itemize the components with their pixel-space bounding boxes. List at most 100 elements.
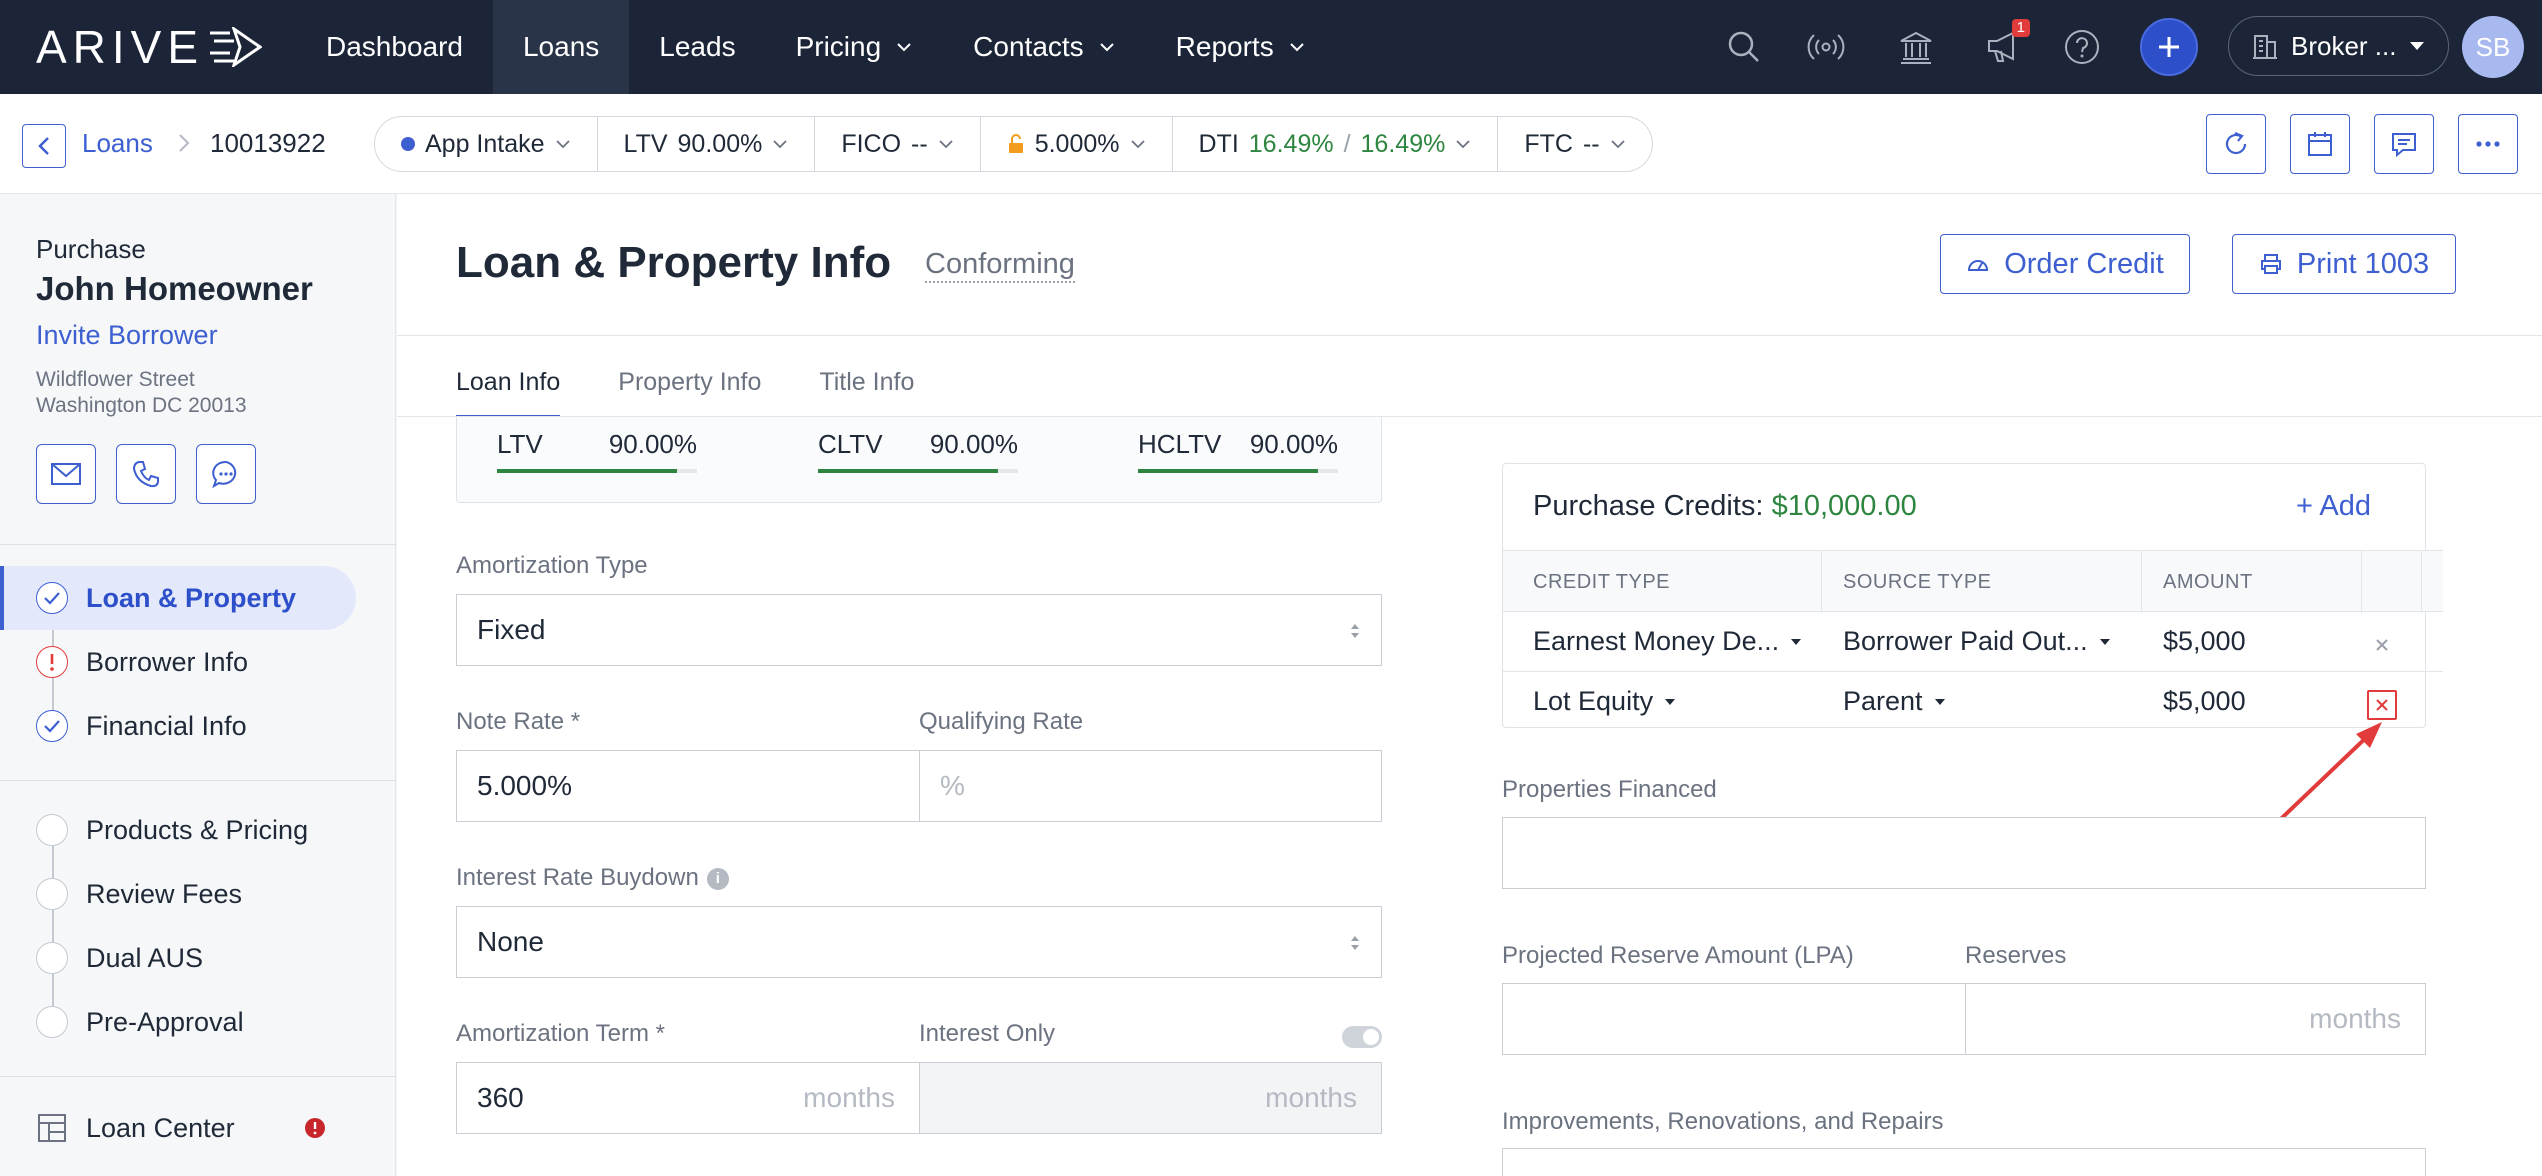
email-button[interactable]	[36, 444, 96, 504]
print-1003-button[interactable]: Print 1003	[2232, 234, 2456, 294]
refresh-button[interactable]	[2206, 114, 2266, 174]
announcement-icon[interactable]: 1	[1984, 19, 2030, 67]
delete-row-button[interactable]	[2367, 630, 2397, 660]
back-button[interactable]	[22, 124, 66, 168]
comments-button[interactable]	[2374, 114, 2434, 174]
nav-leads[interactable]: Leads	[629, 0, 765, 94]
step-products-pricing[interactable]: Products & Pricing	[0, 798, 356, 862]
empty-circle-icon	[36, 814, 68, 846]
bank-icon[interactable]	[1896, 27, 1936, 67]
tab-loan-info[interactable]: Loan Info	[456, 368, 561, 418]
chat-button[interactable]	[196, 444, 256, 504]
stage-value: App Intake	[425, 129, 545, 158]
nav-dashboard[interactable]: Dashboard	[296, 0, 493, 94]
stage-pill[interactable]: App Intake	[375, 117, 598, 171]
step-loan-property[interactable]: Loan & Property	[0, 566, 356, 630]
building-icon	[2253, 35, 2277, 59]
credit-amount[interactable]: $5,000	[2163, 686, 2246, 716]
delete-row-button-highlighted[interactable]	[2367, 690, 2397, 720]
source-type-dropdown[interactable]: Parent	[1843, 686, 1947, 717]
search-icon[interactable]	[1724, 27, 1764, 67]
empty-circle-icon	[36, 1006, 68, 1038]
sidebar-divider	[0, 1076, 396, 1077]
dti-pill[interactable]: DTI 16.49% / 16.49%	[1173, 117, 1499, 171]
info-icon[interactable]: i	[706, 867, 729, 890]
dti-front-value: 16.49%	[1248, 129, 1334, 158]
properties-financed-input[interactable]	[1502, 817, 2426, 889]
credit-amount[interactable]: $5,000	[2163, 626, 2246, 656]
nav-loans[interactable]: Loans	[492, 0, 630, 94]
broker-dropdown[interactable]: Broker ...	[2228, 16, 2450, 76]
phone-button[interactable]	[116, 444, 176, 504]
broadcast-icon[interactable]	[1806, 27, 1846, 67]
qualifying-rate-label: Qualifying Rate	[919, 708, 1084, 735]
ratio-value: 90.00%	[608, 429, 697, 459]
help-icon[interactable]	[2062, 27, 2102, 67]
ltv-pill[interactable]: LTV 90.00%	[598, 117, 816, 171]
step-review-fees[interactable]: Review Fees	[0, 862, 356, 926]
chevron-down-icon	[555, 140, 570, 149]
chevron-down-icon	[1099, 43, 1114, 52]
step-label: Financial Info	[86, 710, 247, 741]
loan-type-link[interactable]: Conforming	[925, 248, 1075, 283]
more-options-button[interactable]	[2458, 114, 2518, 174]
reserves-input[interactable]: months	[1965, 983, 2426, 1055]
dti-back-value: 16.49%	[1360, 129, 1446, 158]
months-suffix: months	[803, 1082, 895, 1113]
credits-title-text: Purchase Credits:	[1533, 490, 1764, 522]
tab-property-info[interactable]: Property Info	[618, 368, 762, 396]
plus-icon	[2159, 37, 2179, 57]
breadcrumb-loans[interactable]: Loans	[82, 128, 153, 158]
amortization-term-input[interactable]: 360 months	[456, 1062, 920, 1134]
user-avatar[interactable]: SB	[2462, 16, 2524, 78]
loan-center-link[interactable]: Loan Center	[0, 1096, 396, 1160]
invite-borrower-link[interactable]: Invite Borrower	[36, 320, 218, 350]
arive-logo[interactable]: ARIVE	[36, 21, 263, 73]
qualifying-rate-input[interactable]: %	[919, 750, 1382, 822]
table-row: Earnest Money De... Borrower Paid Out...…	[1503, 612, 2443, 672]
improvements-input[interactable]	[1502, 1148, 2426, 1176]
calendar-button[interactable]	[2290, 114, 2350, 174]
alert-dot-icon	[305, 1118, 325, 1138]
comment-icon	[2392, 133, 2416, 158]
check-circle-icon	[36, 582, 68, 614]
caret-down-icon	[2410, 42, 2425, 50]
close-icon	[2376, 699, 2388, 711]
create-new-button[interactable]	[2140, 18, 2198, 76]
order-credit-button[interactable]: Order Credit	[1940, 234, 2190, 294]
nav-contacts[interactable]: Contacts	[943, 0, 1146, 94]
column-divider	[2141, 551, 2142, 613]
credit-type-dropdown[interactable]: Earnest Money De...	[1533, 626, 1803, 657]
col-credit-type: CREDIT TYPE	[1533, 571, 1671, 593]
step-dual-aus[interactable]: Dual AUS	[0, 926, 356, 990]
interest-only-toggle[interactable]	[1342, 1026, 1382, 1048]
nav-loans-label: Loans	[522, 31, 600, 62]
nav-pricing[interactable]: Pricing	[766, 0, 944, 94]
loan-sidebar: Purchase John Homeowner Invite Borrower …	[0, 194, 396, 1176]
step-financial-info[interactable]: Financial Info	[0, 694, 356, 758]
ratio-bar-fill	[497, 469, 677, 473]
credits-table-header: CREDIT TYPE SOURCE TYPE AMOUNT	[1503, 550, 2443, 613]
select-arrows-icon	[1351, 624, 1359, 638]
nav-reports[interactable]: Reports	[1146, 0, 1336, 94]
loan-summary-pills: App Intake LTV 90.00% FICO -- 5.000% DTI…	[374, 116, 1653, 172]
step-borrower-info[interactable]: Borrower Info	[0, 630, 356, 694]
source-type-dropdown[interactable]: Borrower Paid Out...	[1843, 626, 2112, 657]
close-icon	[2376, 639, 2388, 651]
note-rate-input[interactable]: 5.000%	[456, 750, 920, 822]
buydown-select[interactable]: None	[456, 906, 1382, 978]
tab-title-info[interactable]: Title Info	[819, 368, 915, 396]
source-type-value: Borrower Paid Out...	[1843, 626, 2088, 656]
amortization-type-select[interactable]: Fixed	[456, 594, 1382, 666]
credit-type-dropdown[interactable]: Lot Equity	[1533, 686, 1677, 717]
rate-pill[interactable]: 5.000%	[981, 117, 1173, 171]
calendar-icon	[2308, 132, 2332, 156]
step-pre-approval[interactable]: Pre-Approval	[0, 990, 356, 1054]
reserve-amount-input[interactable]	[1502, 983, 1966, 1055]
dti-pill-label: DTI	[1198, 129, 1239, 158]
add-credit-button[interactable]: + Add	[2296, 490, 2371, 522]
fico-pill[interactable]: FICO --	[815, 117, 981, 171]
ftc-pill[interactable]: FTC --	[1498, 117, 1651, 171]
step-label: Loan & Property	[86, 582, 297, 613]
borrower-name: John Homeowner	[36, 270, 313, 307]
